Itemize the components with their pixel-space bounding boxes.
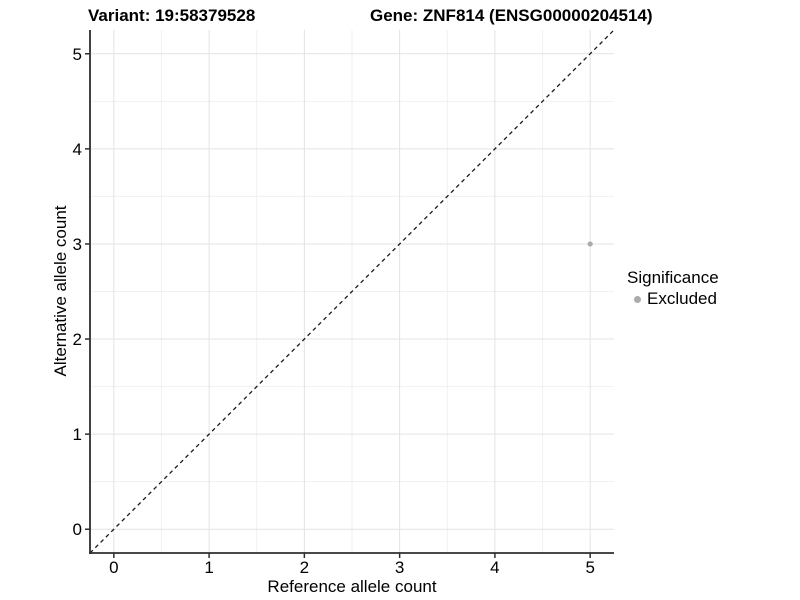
variant-title: Variant: 19:58379528 xyxy=(88,6,256,25)
y-tick-label: 5 xyxy=(73,45,82,64)
y-axis-title: Alternative allele count xyxy=(51,205,70,377)
y-tick-label: 4 xyxy=(73,140,82,159)
x-tick-label: 0 xyxy=(109,558,118,577)
y-tick-label: 1 xyxy=(73,425,82,444)
legend-item-excluded: Excluded xyxy=(627,289,719,309)
legend: Significance Excluded xyxy=(627,268,719,309)
legend-key-dot-icon xyxy=(634,295,641,303)
y-tick-label: 0 xyxy=(73,520,82,539)
data-point xyxy=(587,241,593,247)
x-tick-label: 5 xyxy=(585,558,594,577)
legend-title: Significance xyxy=(627,268,719,287)
x-tick-label: 3 xyxy=(395,558,404,577)
x-tick-label: 2 xyxy=(300,558,309,577)
gene-title: Gene: ZNF814 (ENSG00000204514) xyxy=(370,6,653,25)
x-axis-title: Reference allele count xyxy=(267,577,437,596)
y-tick-label: 3 xyxy=(73,235,82,254)
x-tick-label: 1 xyxy=(204,558,213,577)
legend-item-label: Excluded xyxy=(647,289,717,308)
x-tick-label: 4 xyxy=(490,558,499,577)
y-tick-label: 2 xyxy=(73,330,82,349)
identity-line xyxy=(89,29,615,554)
